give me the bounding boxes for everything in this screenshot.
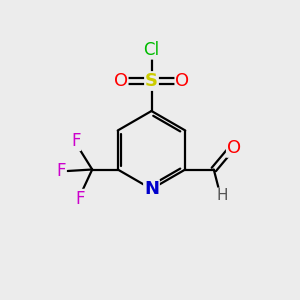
Text: F: F [76,190,85,208]
Text: O: O [113,72,128,90]
Text: N: N [144,180,159,198]
Text: O: O [227,139,241,157]
Text: H: H [216,188,228,203]
Text: S: S [145,72,158,90]
Text: F: F [56,162,66,180]
Text: Cl: Cl [143,41,160,59]
Text: O: O [175,72,190,90]
Text: F: F [71,132,80,150]
